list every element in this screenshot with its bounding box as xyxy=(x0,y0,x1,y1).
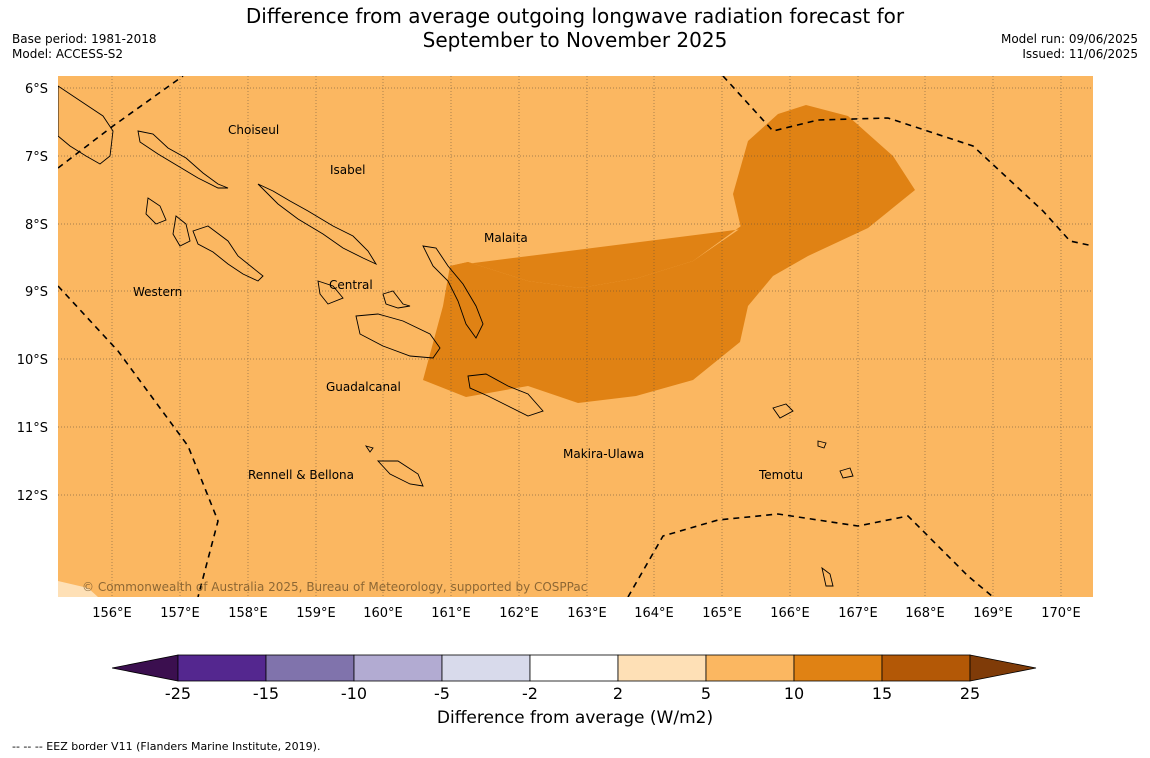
colorbar-tick: 25 xyxy=(959,684,981,703)
lon-label: 163°E xyxy=(567,606,607,621)
eez-borders xyxy=(58,76,1093,597)
colorbar-tick: 5 xyxy=(700,684,712,703)
lon-label: 165°E xyxy=(702,606,742,621)
region-label: Makira-Ulawa xyxy=(563,447,644,461)
lat-label: 10°S xyxy=(16,353,48,368)
coastlines xyxy=(58,85,854,587)
colorbar-segment xyxy=(353,654,443,682)
eez-footnote: -- -- -- EEZ border V11 (Flanders Marine… xyxy=(12,740,321,753)
low-anomaly-area xyxy=(58,581,98,597)
region-label: Guadalcanal xyxy=(326,380,401,394)
lon-label: 159°E xyxy=(296,606,336,621)
lat-label: 9°S xyxy=(24,285,48,300)
region-label: Rennell & Bellona xyxy=(248,468,354,482)
region-label: Central xyxy=(329,278,373,292)
lon-label: 161°E xyxy=(431,606,471,621)
colorbar-segment xyxy=(793,654,883,682)
chart-title: Difference from average outgoing longwav… xyxy=(230,4,920,52)
region-label: Western xyxy=(133,285,182,299)
base-period: Base period: 1981-2018 xyxy=(12,32,157,46)
colorbar-segment xyxy=(441,654,531,682)
lon-label: 164°E xyxy=(634,606,674,621)
colorbar-segment xyxy=(529,654,619,682)
positive-anomaly-area xyxy=(450,226,743,288)
run-info: Model run: 09/06/2025 Issued: 11/06/2025 xyxy=(1001,32,1138,62)
lon-label: 169°E xyxy=(973,606,1013,621)
colorbar-tick: -25 xyxy=(164,684,192,703)
forecast-map: Choiseul Isabel Malaita Western Central … xyxy=(58,76,1093,597)
lon-label: 170°E xyxy=(1041,606,1081,621)
lat-label: 6°S xyxy=(24,82,48,97)
colorbar-segment xyxy=(705,654,795,682)
region-label: Choiseul xyxy=(228,123,279,137)
issued-date: Issued: 11/06/2025 xyxy=(1022,47,1138,61)
base-info: Base period: 1981-2018 Model: ACCESS-S2 xyxy=(12,32,157,62)
colorbar xyxy=(112,654,1037,682)
lon-label: 162°E xyxy=(499,606,539,621)
lat-label: 12°S xyxy=(16,489,48,504)
region-label: Malaita xyxy=(484,231,528,245)
colorbar-extend-high xyxy=(969,654,1037,682)
copyright-notice: © Commonwealth of Australia 2025, Bureau… xyxy=(82,580,588,594)
lon-label: 157°E xyxy=(160,606,200,621)
colorbar-tick: -5 xyxy=(434,684,450,703)
colorbar-segment xyxy=(881,654,971,682)
lat-label: 11°S xyxy=(16,421,48,436)
model-name: Model: ACCESS-S2 xyxy=(12,47,124,61)
lon-label: 166°E xyxy=(770,606,810,621)
lon-label: 168°E xyxy=(905,606,945,621)
colorbar-tick: -2 xyxy=(522,684,538,703)
region-label: Temotu xyxy=(758,468,803,482)
colorbar-tick: -10 xyxy=(340,684,368,703)
lon-label: 160°E xyxy=(363,606,403,621)
lon-label: 167°E xyxy=(838,606,878,621)
title-line-1: Difference from average outgoing longwav… xyxy=(245,4,905,28)
model-run-date: Model run: 09/06/2025 xyxy=(1000,32,1138,46)
colorbar-extend-low xyxy=(112,654,179,682)
lat-label: 8°S xyxy=(24,218,48,233)
region-label: Isabel xyxy=(330,163,365,177)
lat-label: 7°S xyxy=(24,150,48,165)
colorbar-segment xyxy=(177,654,267,682)
positive-anomaly-area-main xyxy=(423,105,915,403)
colorbar-tick: -15 xyxy=(252,684,280,703)
colorbar-segment xyxy=(617,654,707,682)
lon-label: 158°E xyxy=(228,606,268,621)
colorbar-tick: 2 xyxy=(612,684,624,703)
colorbar-segment xyxy=(265,654,355,682)
colorbar-tick: 10 xyxy=(783,684,805,703)
title-line-2: September to November 2025 xyxy=(422,28,728,52)
lon-label: 156°E xyxy=(92,606,132,621)
colorbar-tick: 15 xyxy=(871,684,893,703)
colorbar-title: Difference from average (W/m2) xyxy=(436,708,714,728)
